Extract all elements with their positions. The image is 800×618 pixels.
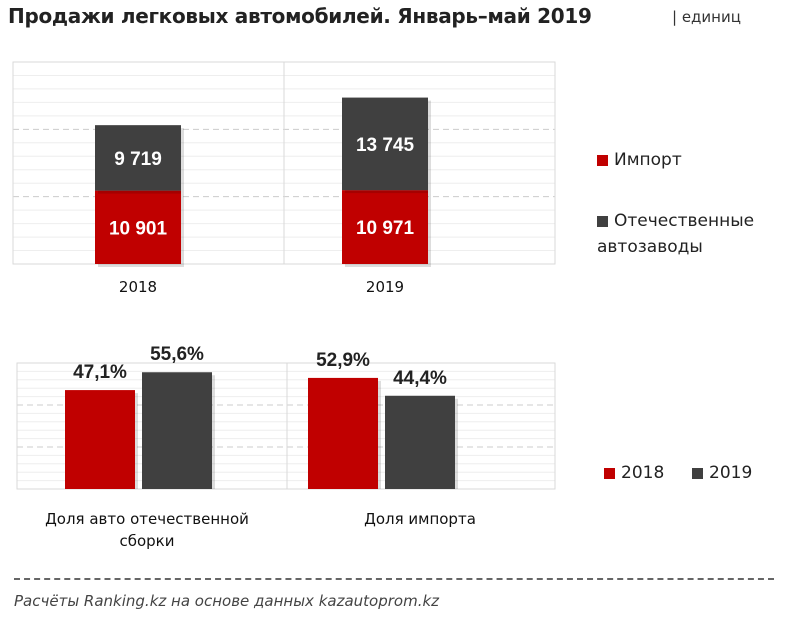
unit-label: | единиц	[672, 8, 741, 26]
legend-swatch	[597, 154, 608, 166]
divider	[14, 578, 774, 580]
data-label: 47,1%	[73, 362, 127, 383]
x-tick-label: 2019	[365, 278, 405, 296]
data-label: 55,6%	[150, 344, 204, 365]
data-label: 10 971	[356, 218, 415, 239]
data-label: 9 719	[114, 149, 162, 170]
legend-item-domestic: Отечественные автозаводы	[597, 208, 797, 260]
bar-segment	[95, 190, 181, 264]
bar	[385, 395, 455, 489]
x-tick-label: Доля импорта	[364, 510, 476, 528]
x-tick-label: Доля авто отечественной сборки	[45, 510, 249, 550]
legend-item-2019: 2019	[692, 460, 752, 486]
x-tick-label: 2018	[118, 278, 158, 296]
legend-label: 2018	[621, 463, 665, 483]
chart-title: Продажи легковых автомобилей. Январь–май…	[8, 4, 592, 28]
legend-label: 2019	[709, 463, 753, 483]
bar-segment	[342, 97, 428, 191]
plot-border	[16, 362, 556, 490]
bar-segment	[95, 125, 181, 191]
bar	[308, 377, 378, 489]
data-label: 52,9%	[316, 350, 370, 371]
data-label: 44,4%	[393, 368, 447, 389]
data-label: 10 901	[109, 218, 168, 239]
legend-item-2018: 2018	[604, 460, 664, 486]
bar-segment	[342, 190, 428, 264]
bar	[142, 372, 212, 489]
legend-swatch	[597, 215, 608, 227]
bar	[65, 390, 135, 489]
legend-swatch	[604, 467, 615, 479]
source-note: Расчёты Ranking.kz на основе данных kaza…	[14, 592, 440, 610]
legend-label: Отечественные автозаводы	[597, 211, 755, 257]
legend-label: Импорт	[614, 150, 682, 170]
data-label: 13 745	[356, 135, 415, 156]
legend-swatch	[692, 467, 703, 479]
legend-item-import: Импорт	[597, 147, 682, 173]
